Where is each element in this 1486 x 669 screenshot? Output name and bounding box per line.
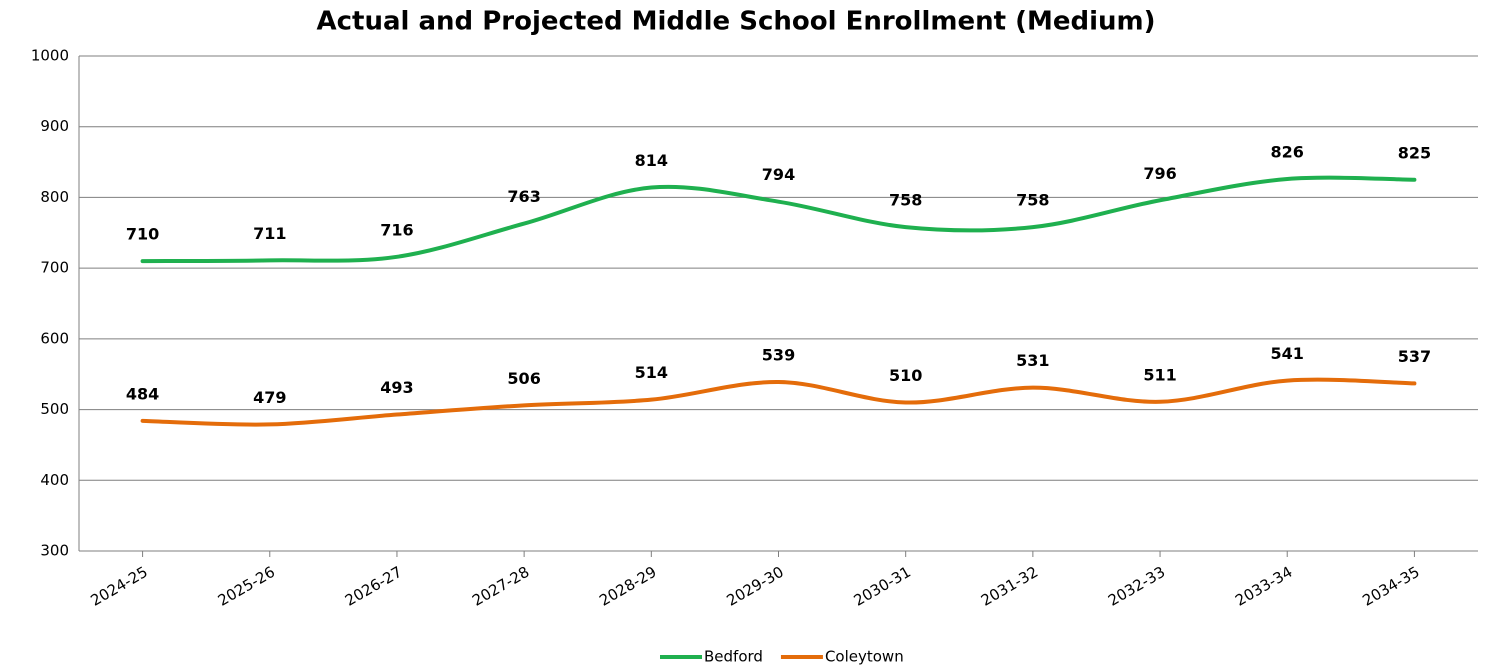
data-label: 514	[635, 363, 668, 382]
data-label: 814	[635, 151, 668, 170]
data-label: 826	[1271, 143, 1304, 162]
y-tick-label: 900	[40, 117, 69, 135]
x-tick-label: 2027-28	[469, 563, 532, 610]
data-label: 511	[1143, 365, 1176, 384]
data-label: 506	[507, 369, 540, 388]
series-line	[140, 377, 1417, 427]
x-tick-label: 2031-32	[978, 563, 1041, 610]
x-tick-label: 2025-26	[215, 563, 278, 610]
data-label: 796	[1143, 164, 1176, 183]
y-tick-label: 800	[40, 188, 69, 206]
legend-label: Bedford	[704, 648, 763, 666]
data-label: 539	[762, 345, 795, 364]
legend-label: Coleytown	[825, 648, 904, 666]
y-tick-label: 500	[40, 400, 69, 418]
x-tick-label: 2029-30	[723, 563, 786, 610]
data-label: 716	[380, 220, 413, 239]
chart-title: Actual and Projected Middle School Enrol…	[317, 7, 1156, 37]
x-tick-label: 2033-34	[1232, 563, 1295, 610]
data-label: 794	[762, 165, 795, 184]
y-tick-label: 300	[40, 542, 69, 560]
x-tick-label: 2024-25	[88, 563, 151, 610]
data-label: 531	[1016, 351, 1049, 370]
series-line	[140, 175, 1417, 264]
data-label: 710	[126, 225, 159, 244]
data-label: 537	[1398, 347, 1431, 366]
data-label: 493	[380, 378, 413, 397]
y-tick-label: 1000	[31, 47, 69, 65]
y-tick-label: 700	[40, 259, 69, 277]
x-tick-label: 2028-29	[596, 563, 659, 610]
y-tick-label: 400	[40, 471, 69, 489]
x-tick-label: 2032-33	[1105, 563, 1168, 610]
data-label: 479	[253, 388, 286, 407]
data-label: 541	[1271, 344, 1304, 363]
data-label: 510	[889, 366, 922, 385]
data-label: 825	[1398, 143, 1431, 162]
x-tick-label: 2026-27	[342, 563, 405, 610]
x-tick-label: 2030-31	[851, 563, 914, 610]
x-tick-label: 2034-35	[1359, 563, 1422, 610]
data-label: 711	[253, 224, 286, 243]
data-label: 758	[1016, 191, 1049, 210]
data-label: 763	[507, 187, 540, 206]
data-label: 758	[889, 191, 922, 210]
data-label: 484	[126, 384, 159, 403]
y-tick-label: 600	[40, 329, 69, 347]
